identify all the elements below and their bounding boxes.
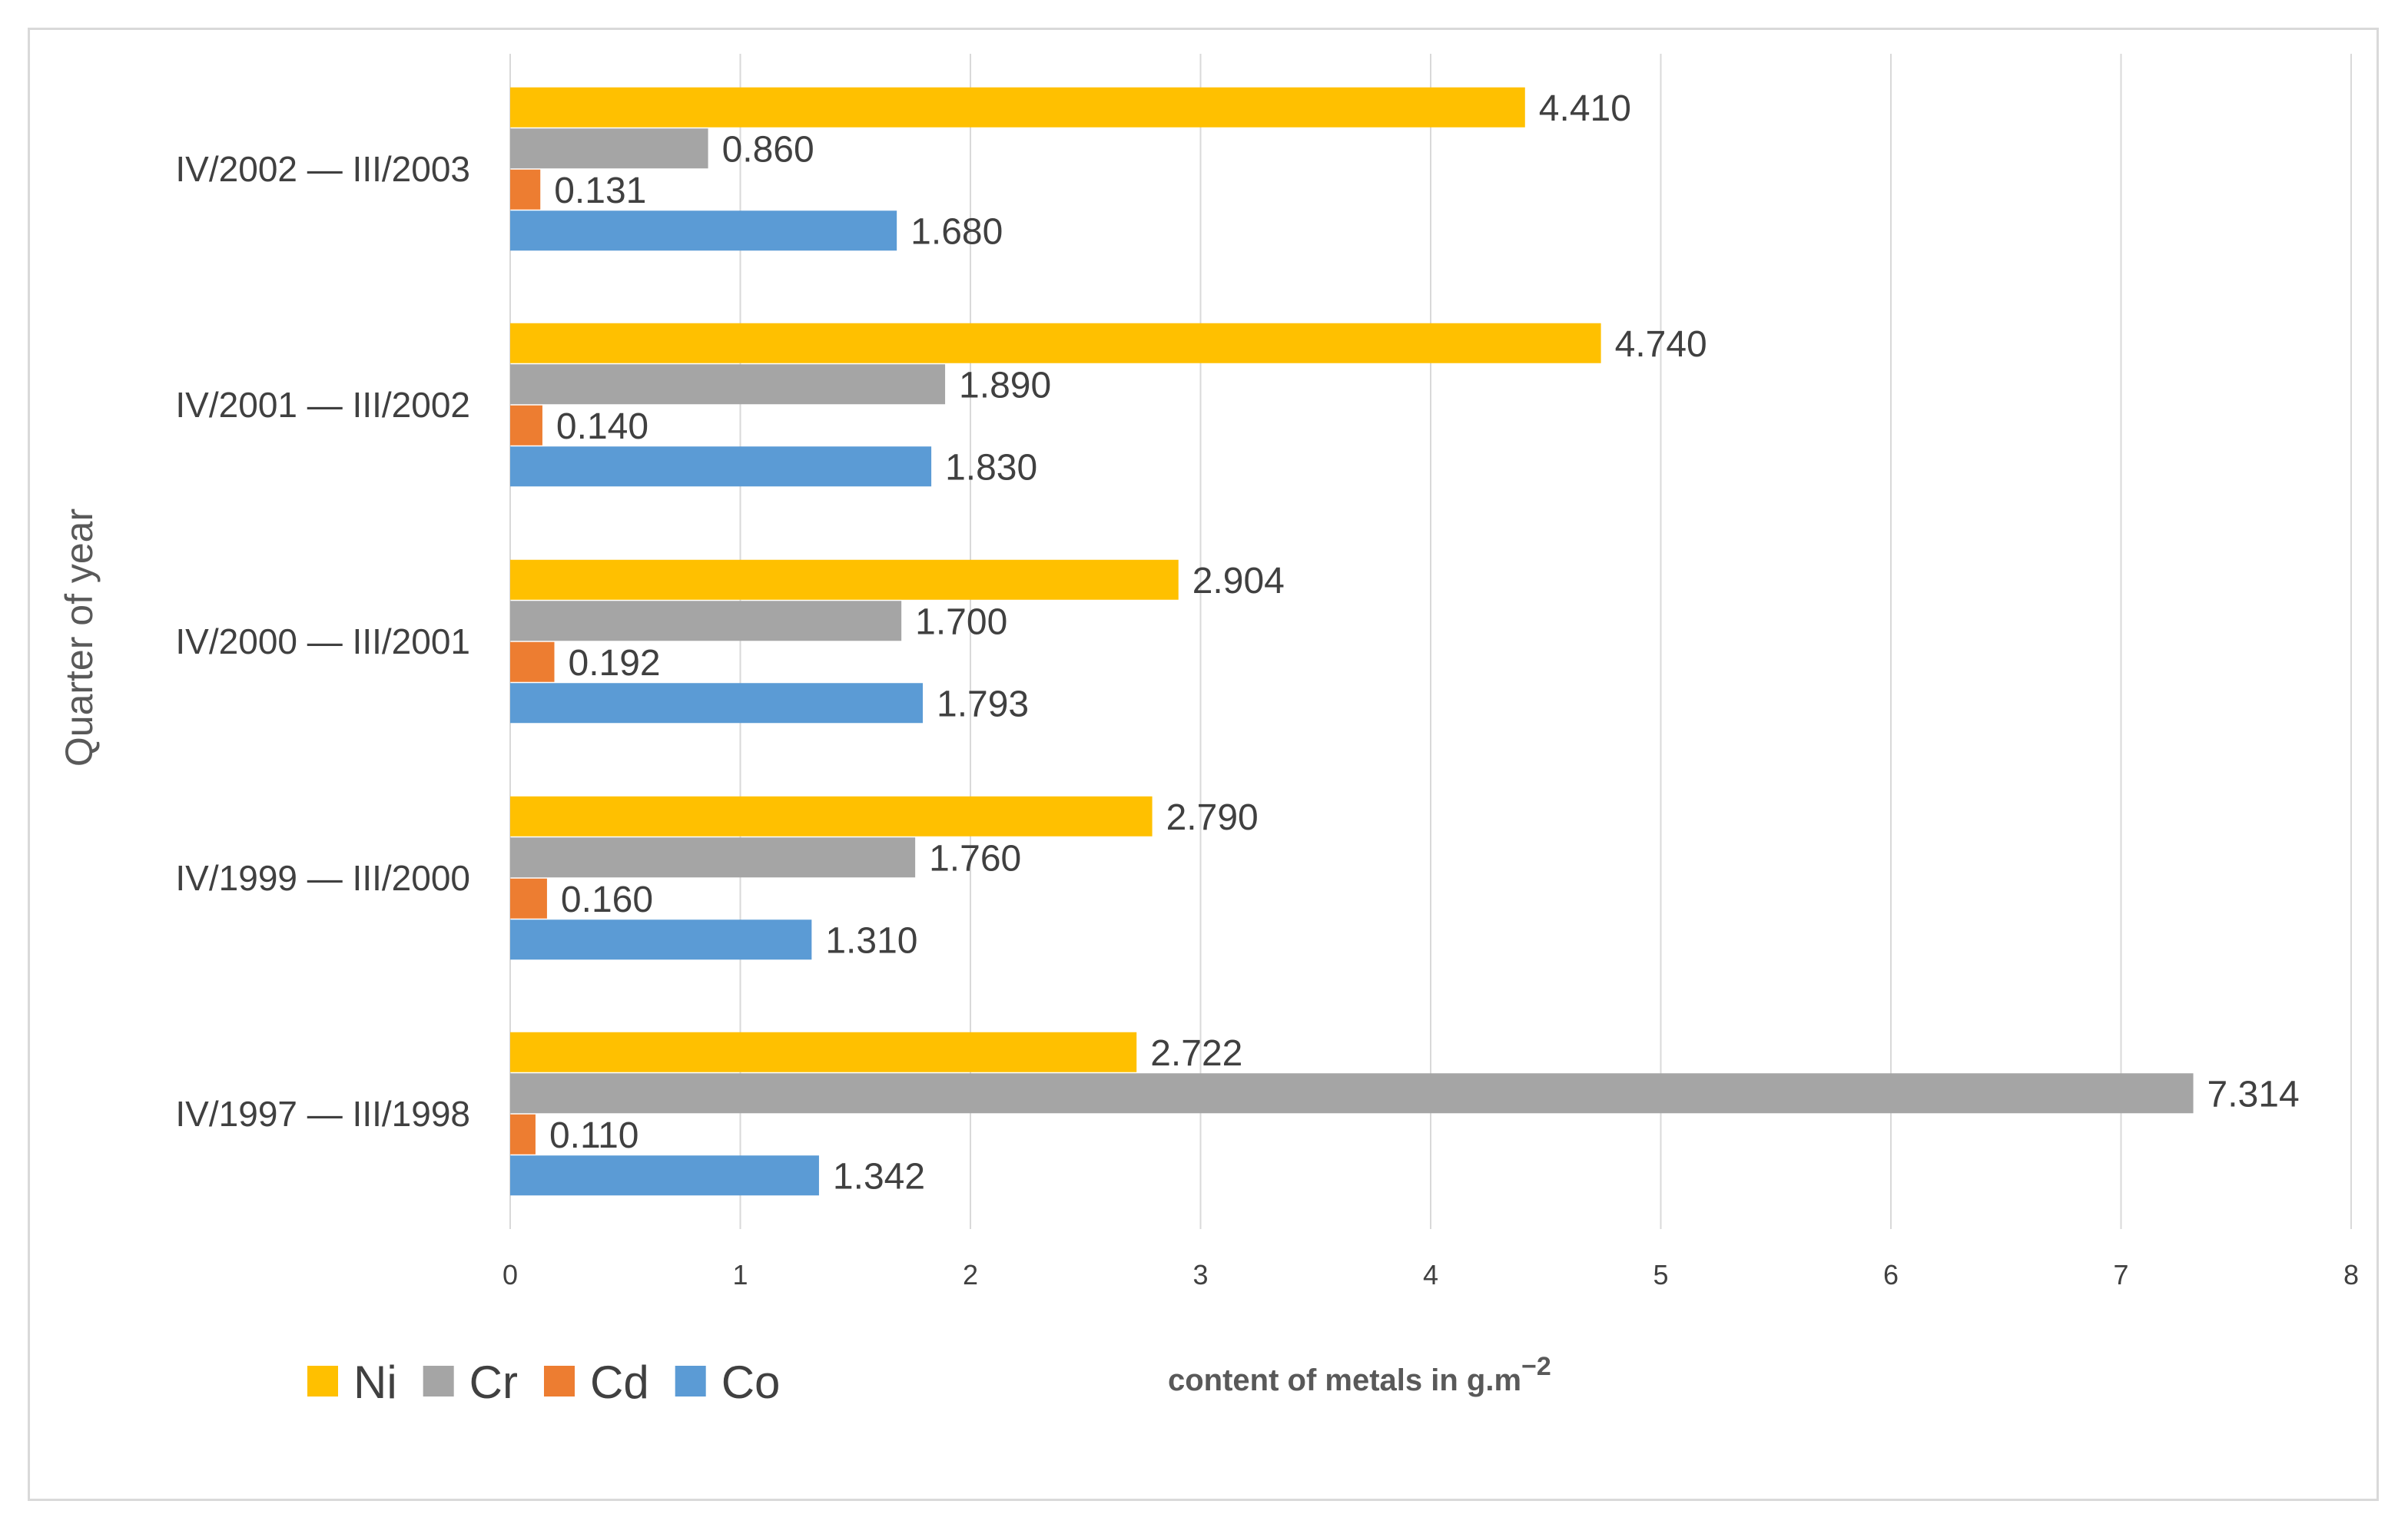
bar-ni-4 [510, 1032, 1137, 1072]
x-tick-0: 0 [502, 1259, 518, 1290]
x-tick-labels: 0 1 2 3 4 5 6 7 8 [502, 1259, 2359, 1290]
category-label-1: IV/2001 — III/2002 [175, 385, 470, 425]
data-label-cr-4: 7.314 [2207, 1074, 2300, 1115]
data-label-cr-1: 1.890 [959, 365, 1051, 406]
legend-swatch-ni [307, 1366, 338, 1397]
bar-cd-0 [510, 169, 541, 210]
category-label-2: IV/2000 — III/2001 [175, 621, 470, 661]
bar-cr-3 [510, 837, 916, 878]
bar-co-0 [510, 210, 897, 251]
x-tick-4: 4 [1423, 1259, 1438, 1290]
bar-ni-0 [510, 87, 1525, 128]
data-label-co-2: 1.793 [937, 684, 1029, 724]
data-label-cd-3: 0.160 [561, 880, 653, 920]
data-label-ni-4: 2.722 [1150, 1033, 1242, 1074]
legend-swatch-cr [423, 1366, 454, 1397]
data-labels: 4.410 0.860 0.131 1.680 4.740 1.890 0.140 1.830… [549, 88, 2300, 1198]
bar-cr-4 [510, 1073, 2194, 1114]
legend-swatch-co [675, 1366, 706, 1397]
bar-cr-1 [510, 364, 946, 405]
legend: Ni Cr Cd Co [307, 1357, 780, 1408]
data-label-co-3: 1.310 [825, 920, 917, 961]
y-axis-title: Quarter of year [58, 509, 101, 767]
bar-cd-1 [510, 405, 542, 446]
bar-cr-2 [510, 601, 902, 641]
x-axis-title-superscript: −2 [1521, 1352, 1551, 1381]
category-labels: IV/2002 — III/2003 IV/2001 — III/2002 IV/2… [175, 149, 470, 1134]
data-label-cr-2: 1.700 [915, 601, 1007, 642]
x-tick-6: 6 [1883, 1259, 1899, 1290]
x-axis-title-main: content of metals in g.m [1168, 1363, 1521, 1397]
bar-cr-0 [510, 128, 708, 169]
x-tick-3: 3 [1192, 1259, 1208, 1290]
bar-ni-1 [510, 323, 1601, 363]
data-label-cd-0: 0.131 [554, 171, 646, 211]
bar-cd-4 [510, 1114, 536, 1155]
legend-label-co: Co [721, 1357, 781, 1408]
data-label-ni-2: 2.904 [1192, 561, 1285, 601]
legend-label-cr: Cr [469, 1357, 518, 1408]
x-axis-title: content of metals in g.m−2 [1168, 1352, 1551, 1397]
x-tick-5: 5 [1653, 1259, 1668, 1290]
data-label-co-4: 1.342 [833, 1156, 925, 1197]
data-label-cr-0: 0.860 [722, 129, 814, 170]
data-label-cr-3: 1.760 [929, 838, 1021, 879]
x-tick-1: 1 [732, 1259, 748, 1290]
legend-label-ni: Ni [353, 1357, 397, 1408]
chart-frame [28, 28, 2379, 1501]
bar-co-2 [510, 683, 924, 724]
data-label-cd-4: 0.110 [549, 1115, 639, 1156]
data-label-ni-3: 2.790 [1166, 797, 1259, 838]
bar-ni-3 [510, 796, 1153, 837]
bar-cd-3 [510, 878, 547, 919]
bar-co-1 [510, 446, 932, 487]
data-label-cd-2: 0.192 [569, 643, 661, 684]
x-tick-2: 2 [963, 1259, 978, 1290]
x-tick-7: 7 [2113, 1259, 2128, 1290]
category-label-3: IV/1999 — III/2000 [175, 858, 470, 898]
bar-co-3 [510, 919, 812, 960]
data-label-cd-1: 0.140 [556, 406, 648, 447]
data-label-co-0: 1.680 [910, 211, 1003, 252]
x-tick-8: 8 [2343, 1259, 2359, 1290]
category-label-0: IV/2002 — III/2003 [175, 149, 470, 189]
data-label-ni-1: 4.740 [1615, 324, 1707, 365]
bar-ni-2 [510, 559, 1179, 600]
category-label-4: IV/1997 — III/1998 [175, 1094, 470, 1134]
bar-cd-2 [510, 641, 555, 682]
legend-label-cd: Cd [590, 1357, 649, 1408]
bar-co-4 [510, 1155, 819, 1196]
legend-swatch-cd [543, 1366, 575, 1397]
bars [510, 87, 2194, 1196]
data-label-co-1: 1.830 [945, 447, 1037, 488]
data-label-ni-0: 4.410 [1539, 88, 1631, 129]
